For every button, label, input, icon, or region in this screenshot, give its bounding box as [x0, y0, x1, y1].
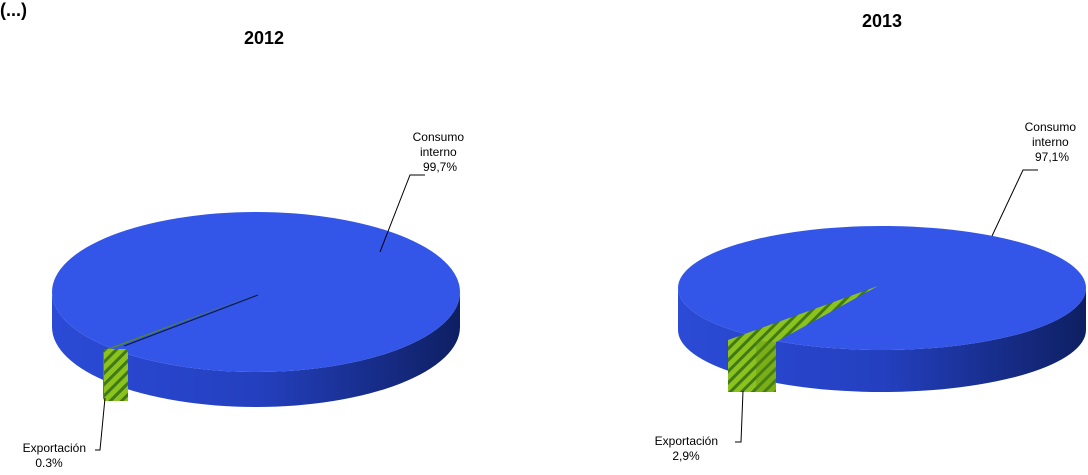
pie-side-consumo [52, 292, 460, 407]
label-exportacion: Exportación [23, 441, 86, 455]
pie-side-exportacion [728, 340, 776, 392]
label-line-2: interno [420, 145, 457, 159]
data-label-consumo: Consumo interno 97,1% [1025, 120, 1080, 164]
value-consumo: 99,7% [423, 160, 457, 174]
pie-slice-exportacion [728, 286, 878, 342]
data-label-consumo: Consumo interno 99,7% [413, 130, 468, 174]
pie-slice-consumo [678, 226, 1086, 350]
pie-side-exportacion [104, 349, 128, 401]
data-label-exportacion: Exportación 0.3% [23, 441, 90, 470]
value-exportacion: 0.3% [35, 456, 63, 470]
chart-title: 2012 [244, 28, 284, 48]
value-consumo: 97,1% [1035, 150, 1069, 164]
label-exportacion: Exportación [655, 434, 718, 448]
data-label-exportacion: Exportación 2,9% [655, 434, 722, 463]
pie-side-consumo [678, 288, 1086, 392]
pie-chart-2012: 2012 Consumo interno 99,7% Exportación 0… [23, 28, 468, 470]
label-line-1: Consumo [1025, 120, 1077, 134]
pie-chart-2013: 2013 Consumo interno 97,1% Exportación 2… [655, 11, 1086, 463]
label-line-1: Consumo [413, 130, 465, 144]
value-exportacion: 2,9% [672, 449, 700, 463]
label-line-2: interno [1032, 135, 1069, 149]
chart-title: 2013 [862, 11, 902, 31]
page-header-partial: (...) [0, 0, 27, 20]
